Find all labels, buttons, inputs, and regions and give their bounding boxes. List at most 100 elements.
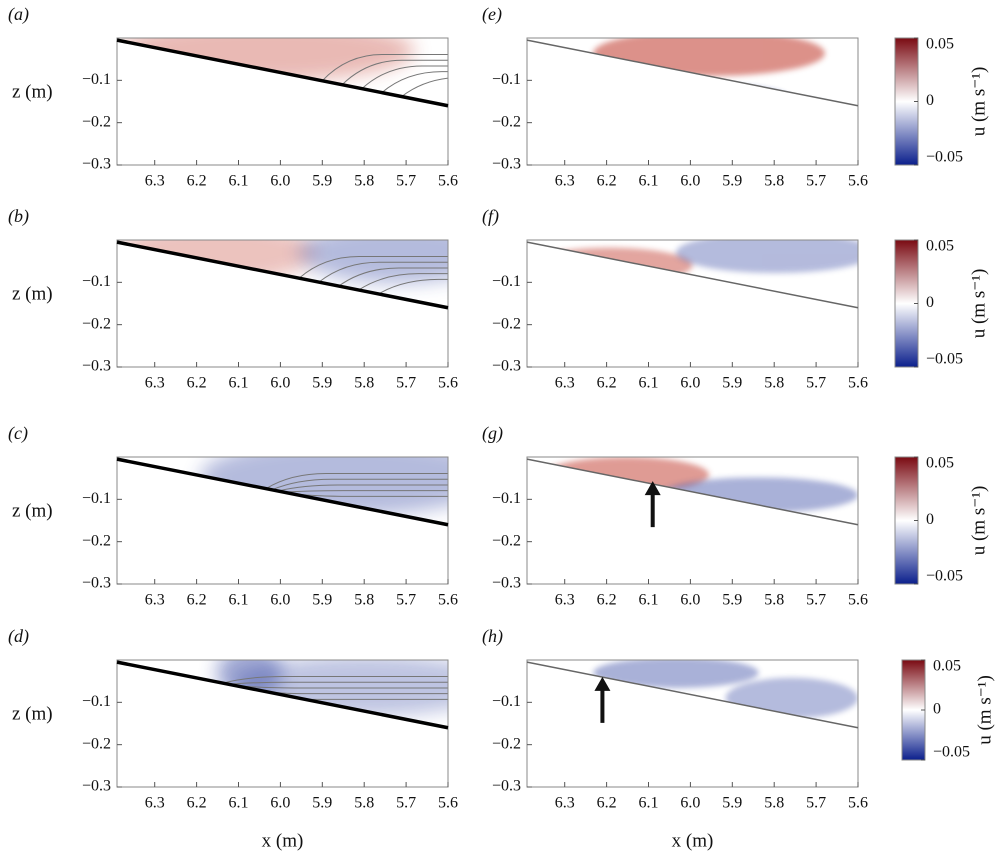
panel-label: (f) bbox=[482, 206, 499, 227]
x-tick-label: 5.8 bbox=[354, 592, 374, 609]
contour bbox=[361, 65, 448, 90]
x-tick-label: 6.2 bbox=[597, 592, 617, 609]
colorbar-label: u (m s⁻¹) bbox=[974, 675, 995, 745]
x-tick-label: 6.0 bbox=[680, 795, 700, 812]
x-tick-label: 5.6 bbox=[438, 375, 458, 392]
x-tick-label: 5.6 bbox=[438, 592, 458, 609]
field-patch bbox=[593, 698, 726, 724]
x-tick-label: 5.6 bbox=[848, 375, 868, 392]
x-tick-label: 6.3 bbox=[145, 592, 165, 609]
y-tick-label: −0.1 bbox=[82, 71, 111, 88]
contour bbox=[318, 261, 448, 283]
panel-label: (b) bbox=[8, 206, 29, 227]
x-tick-label: 6.3 bbox=[145, 795, 165, 812]
x-tick-label: 6.0 bbox=[270, 375, 290, 392]
panel-label: (d) bbox=[8, 626, 29, 647]
y-tick-label: −0.3 bbox=[492, 778, 521, 795]
plot-frame bbox=[526, 659, 859, 788]
x-tick-label: 6.1 bbox=[229, 795, 249, 812]
field-patch bbox=[299, 240, 448, 284]
contour bbox=[381, 71, 448, 93]
x-tick-label: 5.7 bbox=[396, 592, 416, 609]
x-tick-label: 6.0 bbox=[680, 375, 700, 392]
x-tick-label: 6.1 bbox=[229, 173, 249, 190]
y-tick-label: −0.2 bbox=[82, 315, 111, 332]
x-tick-label: 5.9 bbox=[722, 592, 742, 609]
field-patch bbox=[593, 38, 825, 77]
x-tick-label: 5.8 bbox=[354, 173, 374, 190]
x-tick-label: 5.9 bbox=[312, 592, 332, 609]
field-patch bbox=[639, 505, 693, 525]
plot-frame bbox=[526, 456, 859, 585]
x-tick-label: 6.3 bbox=[555, 173, 575, 190]
x-tick-label: 5.9 bbox=[722, 795, 742, 812]
field-patch bbox=[659, 734, 791, 764]
x-tick-label: 6.0 bbox=[270, 173, 290, 190]
bed-line bbox=[116, 457, 449, 527]
plot-frame bbox=[116, 37, 449, 166]
field-patch bbox=[193, 720, 273, 728]
x-tick-label: 5.7 bbox=[806, 592, 826, 609]
field-patch bbox=[266, 546, 498, 648]
colour-field bbox=[593, 38, 842, 106]
y-axis-label: z (m) bbox=[12, 284, 53, 305]
x-tick-label: 5.7 bbox=[396, 173, 416, 190]
x-tick-label: 6.2 bbox=[187, 173, 207, 190]
x-tick-label: 6.0 bbox=[680, 173, 700, 190]
contour bbox=[277, 484, 448, 492]
field-patch bbox=[527, 247, 693, 284]
panel: 6.3 6.2 6.1 6.0 5.9 5.8 5.7 5.6 −0.3 −0.2 −0.1 (g) −… bbox=[482, 423, 989, 609]
field-patch bbox=[742, 98, 842, 106]
contour bbox=[338, 267, 448, 287]
x-tick-label: 5.9 bbox=[312, 173, 332, 190]
contour bbox=[265, 473, 448, 490]
x-tick-label: 6.2 bbox=[187, 375, 207, 392]
y-axis-label: z (m) bbox=[12, 704, 53, 725]
colour-field bbox=[527, 240, 858, 341]
field-patch bbox=[676, 316, 775, 341]
panel: 6.3 6.2 6.1 6.0 5.9 5.8 5.7 5.6 −0.3 −0.2 −0.1 (c) z… bbox=[8, 423, 498, 648]
bed-line bbox=[116, 240, 449, 310]
x-tick-label: 6.1 bbox=[639, 375, 659, 392]
y-tick-label: −0.1 bbox=[492, 693, 521, 710]
x-tick-label: 5.9 bbox=[312, 375, 332, 392]
arrow bbox=[644, 481, 661, 528]
y-tick-label: −0.3 bbox=[82, 575, 111, 592]
y-tick-label: −0.2 bbox=[82, 532, 111, 549]
contour bbox=[321, 54, 448, 82]
panel-label: (h) bbox=[482, 626, 503, 647]
x-tick-label: 6.1 bbox=[639, 173, 659, 190]
x-tick-label: 5.8 bbox=[764, 795, 784, 812]
y-tick-label: −0.2 bbox=[82, 113, 111, 130]
plot-frame bbox=[526, 239, 859, 368]
x-tick-label: 6.1 bbox=[639, 795, 659, 812]
colorbar-label: u (m s⁻¹) bbox=[968, 486, 989, 556]
x-tick-label: 6.1 bbox=[229, 375, 249, 392]
x-tick-label: 5.8 bbox=[354, 375, 374, 392]
panel: 6.3 6.2 6.1 6.0 5.9 5.8 5.7 5.6 −0.3 −0.2 −0.1 (f) −… bbox=[482, 206, 989, 392]
colorbar-tick-label: 0 bbox=[926, 294, 934, 311]
bed-line bbox=[116, 660, 449, 730]
x-tick-label: 5.9 bbox=[722, 375, 742, 392]
y-tick-label: −0.1 bbox=[492, 490, 521, 507]
field-patch bbox=[675, 240, 858, 274]
x-tick-label: 5.7 bbox=[806, 173, 826, 190]
colour-field bbox=[193, 660, 448, 728]
field-patch bbox=[725, 677, 858, 719]
x-tick-label: 5.6 bbox=[848, 592, 868, 609]
field-patch bbox=[593, 660, 759, 688]
field-patch bbox=[249, 107, 381, 137]
plot-frame bbox=[116, 239, 449, 368]
y-tick-label: −0.3 bbox=[492, 156, 521, 173]
field-patch bbox=[232, 512, 300, 525]
colorbar-tick-label: −0.05 bbox=[926, 351, 963, 368]
y-tick-label: −0.1 bbox=[82, 273, 111, 290]
y-tick-label: −0.1 bbox=[82, 490, 111, 507]
x-axis-label: x (m) bbox=[262, 830, 304, 851]
contour bbox=[401, 76, 448, 97]
y-tick-label: −0.2 bbox=[492, 735, 521, 752]
field-patch bbox=[693, 543, 859, 573]
y-tick-label: −0.2 bbox=[492, 315, 521, 332]
panel: 6.3 6.2 6.1 6.0 5.9 5.8 5.7 5.6 −0.3 −0.2 −0.1 (d) z… bbox=[8, 626, 458, 851]
contour bbox=[222, 676, 448, 684]
